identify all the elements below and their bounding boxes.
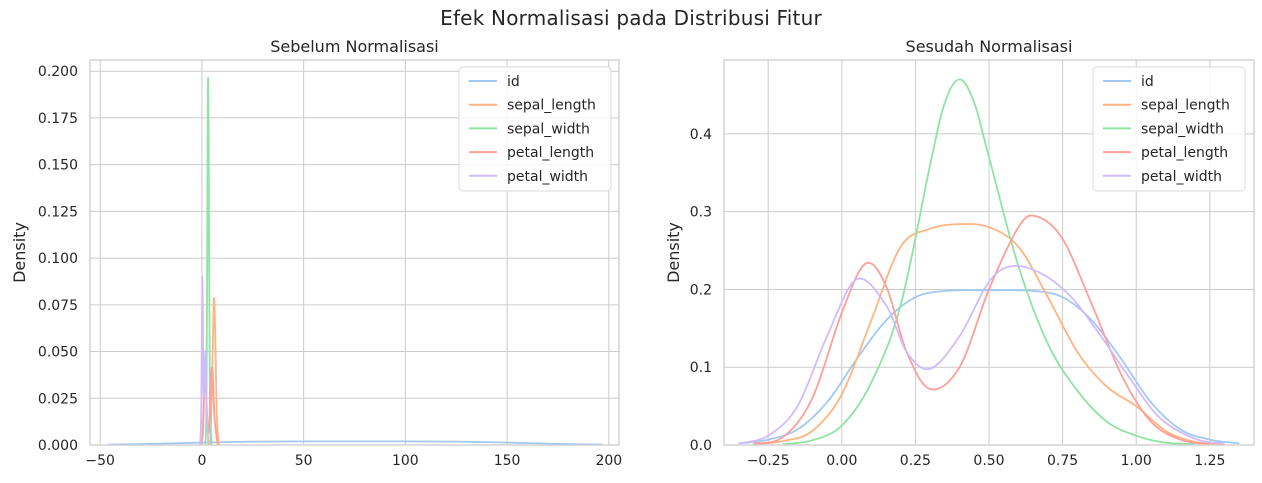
legend: id sepal_length sepal_width petal_lengthpet… bbox=[1092, 66, 1246, 192]
x-tick-label: 0.75 bbox=[1047, 453, 1078, 469]
y-tick-label: 0.150 bbox=[38, 158, 78, 174]
x-tick-label: 50 bbox=[295, 453, 313, 469]
x-tick-label: 0 bbox=[197, 453, 206, 469]
x-tick-label: 200 bbox=[595, 453, 622, 469]
y-tick-label: 0.0 bbox=[690, 438, 712, 454]
y-tick-label: 0.175 bbox=[38, 111, 78, 127]
y-axis-label: Density bbox=[10, 222, 29, 283]
y-tick-label: 0.125 bbox=[38, 204, 78, 220]
legend-box bbox=[458, 66, 612, 192]
y-tick-label: 0.4 bbox=[690, 127, 712, 143]
y-tick-label: 0.050 bbox=[38, 345, 78, 361]
y-tick-label: 0.200 bbox=[38, 64, 78, 80]
legend-label-sepal_length: sepal_length bbox=[507, 98, 596, 114]
legend-label-petal_length: petal_length bbox=[1141, 145, 1228, 161]
series-line-petal_width bbox=[199, 275, 210, 446]
chart-panel-2: −0.25 0.00 0.25 0.50 0.75 1.00 1.25 0.0 0.1 0.2 0.… bbox=[664, 37, 1255, 469]
legend-label-petal_width: petal_width bbox=[507, 169, 588, 185]
legend-label-petal_width: petal_width bbox=[1141, 169, 1222, 185]
axes-frame bbox=[89, 59, 620, 446]
y-tick-label: 0.2 bbox=[690, 282, 712, 298]
axes-frame bbox=[723, 59, 1255, 446]
legend-label-sepal_width: sepal_width bbox=[1141, 121, 1224, 137]
legend-label-sepal_width: sepal_width bbox=[507, 121, 590, 137]
legend-box bbox=[1092, 66, 1246, 192]
x-tick-label: 0.50 bbox=[973, 453, 1004, 469]
x-tick-label: 150 bbox=[494, 453, 521, 469]
y-tick-label: 0.100 bbox=[38, 251, 78, 267]
x-tick-label: 0.25 bbox=[900, 453, 931, 469]
chart-panel-1: −50 0 50 100 150 200 0.000 0.025 0.050 0.075 0.100… bbox=[10, 37, 622, 469]
y-tick-label: 0.1 bbox=[690, 360, 712, 376]
chart-title: Sebelum Normalisasi bbox=[270, 37, 439, 56]
series-line-sepal_width bbox=[782, 78, 1196, 446]
legend-label-id: id bbox=[1141, 74, 1154, 90]
series-line-sepal_width bbox=[204, 76, 213, 446]
x-tick-label: 1.00 bbox=[1121, 453, 1152, 469]
legend: id sepal_length sepal_width petal_lengthpet… bbox=[458, 66, 612, 192]
y-tick-label: 0.075 bbox=[38, 298, 78, 314]
figure-title: Efek Normalisasi pada Distribusi Fitur bbox=[440, 6, 822, 30]
series-line-petal_width bbox=[738, 264, 1225, 445]
legend-label-sepal_length: sepal_length bbox=[1141, 98, 1230, 114]
y-tick-label: 0.025 bbox=[38, 391, 78, 407]
x-tick-label: −50 bbox=[85, 453, 115, 469]
x-tick-label: 100 bbox=[392, 453, 419, 469]
y-axis-label: Density bbox=[664, 222, 683, 283]
y-tick-label: 0.3 bbox=[690, 205, 712, 221]
series-line-petal_length bbox=[753, 214, 1210, 446]
series-line-petal_length bbox=[200, 366, 219, 446]
x-tick-label: 1.25 bbox=[1194, 453, 1225, 469]
legend-label-petal_length: petal_length bbox=[507, 145, 594, 161]
series-line-id bbox=[108, 440, 603, 446]
legend-label-id: id bbox=[507, 74, 520, 90]
y-tick-label: 0.000 bbox=[38, 438, 78, 454]
x-tick-label: 0.00 bbox=[826, 453, 857, 469]
chart-title: Sesudah Normalisasi bbox=[906, 37, 1073, 56]
x-tick-label: −0.25 bbox=[747, 453, 790, 469]
